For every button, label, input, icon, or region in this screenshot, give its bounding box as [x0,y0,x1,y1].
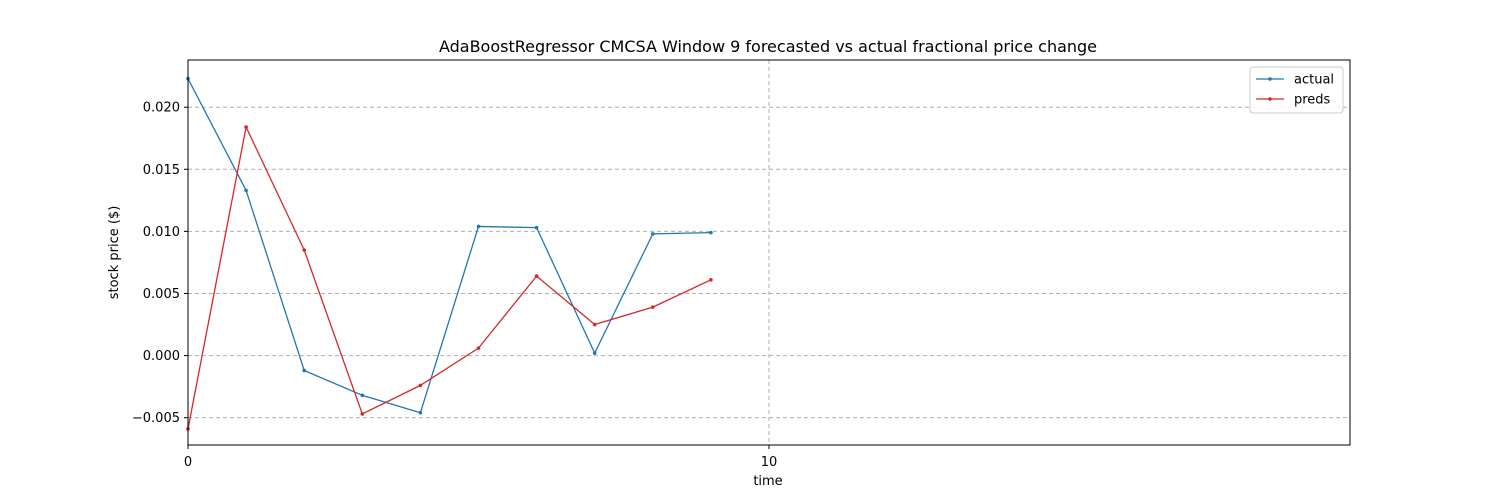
legend-marker-preds [1268,97,1272,101]
data-point-actual [244,188,248,193]
y-tick-label: −0.005 [132,411,180,426]
data-point-preds [418,383,423,388]
legend-label-preds: preds [1294,93,1331,108]
x-tick-label: 0 [184,455,192,470]
data-point-actual [651,232,655,236]
plot-series [186,76,713,431]
data-point-preds [476,346,481,350]
data-point-preds [360,412,365,416]
data-point-preds [592,322,597,327]
x-axis-title: time [753,474,782,489]
y-axis-ticks: −0.005 0.000 0.005 0.010 0.015 0.020 [132,101,188,426]
x-tick-label: 10 [761,455,778,470]
legend-marker-actual [1268,77,1272,81]
data-point-preds [709,278,713,282]
series-line-actual [187,78,711,414]
data-point-actual [709,230,713,235]
series-line-preds [187,126,712,429]
y-tick-label: 0.015 [143,163,180,178]
grid [187,60,1350,445]
legend-label-actual: actual [1294,73,1334,88]
legend-items: actual preds [1256,73,1334,108]
data-point-actual [476,224,481,229]
y-tick-label: 0.000 [143,349,180,364]
data-point-actual [302,368,307,373]
y-axis-title: stock price ($) [107,206,122,300]
plot-frame [187,59,1351,446]
data-point-actual [592,351,597,355]
data-point-preds [244,125,248,129]
legend: actual preds [1249,66,1344,114]
y-tick-label: 0.005 [143,287,180,302]
chart-title: AdaBoostRegressor CMCSA Window 9 forecas… [439,37,1097,56]
data-point-preds [651,305,655,309]
data-point-actual [534,225,539,230]
data-point-preds [302,248,307,252]
y-tick-label: 0.020 [143,101,180,116]
data-point-preds [534,274,539,278]
y-tick-label: 0.010 [143,225,180,240]
data-point-actual [418,410,423,415]
data-point-actual [360,393,365,398]
x-axis-ticks: 0 10 [184,445,777,470]
